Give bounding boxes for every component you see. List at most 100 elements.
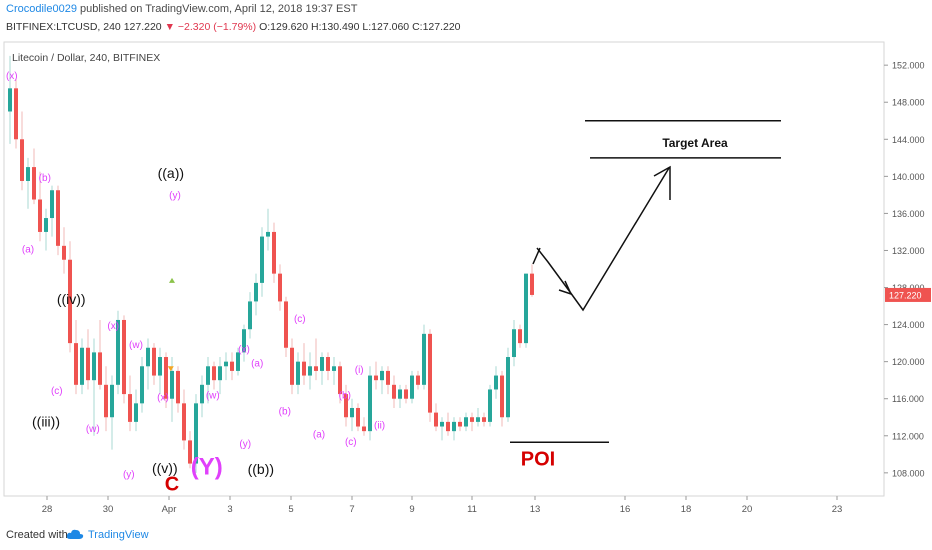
candle-body <box>8 88 12 112</box>
x-tick-label: 16 <box>620 504 631 515</box>
y-tick-label: 140.000 <box>892 172 925 182</box>
wave-label: (y) <box>239 439 251 450</box>
candle-body <box>206 366 210 385</box>
tradingview-brand-link[interactable]: TradingView <box>88 529 149 541</box>
candle-body <box>188 440 192 464</box>
candle-body <box>530 273 534 295</box>
candle-body <box>302 361 306 376</box>
candle-body <box>32 167 36 200</box>
candle-body <box>506 357 510 418</box>
candle-body <box>44 218 48 232</box>
candle-body <box>140 366 144 404</box>
candle-body <box>338 366 342 395</box>
x-tick-label: 20 <box>742 504 753 515</box>
candle-body <box>344 394 348 418</box>
candle-body <box>260 236 264 283</box>
candle-body <box>284 301 288 348</box>
wave-label: (c) <box>294 314 306 325</box>
chart-title: Litecoin / Dollar, 240, BITFINEX <box>12 52 160 64</box>
candle-body <box>296 361 300 385</box>
candle-body <box>482 417 486 422</box>
candle-body <box>494 375 498 390</box>
candle-body <box>308 366 312 376</box>
target-area-label: Target Area <box>662 136 728 150</box>
last-price-tag <box>885 287 931 302</box>
wave-label: (x) <box>157 393 169 404</box>
wave-label: (c) <box>51 386 63 397</box>
candle-body <box>476 417 480 422</box>
candle-body <box>68 259 72 344</box>
y-tick-label: 124.000 <box>892 320 925 330</box>
candle-body <box>98 352 102 385</box>
symbol-label: BITFINEX:LTCUSD, 240 <box>6 21 121 33</box>
candle-body <box>128 394 132 422</box>
y-tick-label: 108.000 <box>892 468 925 478</box>
author-link[interactable]: Crocodile0029 <box>6 3 77 15</box>
candle-body <box>38 199 42 232</box>
candle-body <box>440 421 444 427</box>
candle-body <box>464 417 468 427</box>
candle-body <box>62 245 66 260</box>
wave-label: (w) <box>206 391 220 402</box>
candle-body <box>332 366 336 371</box>
x-tick-label: 13 <box>530 504 541 515</box>
candle-body <box>488 389 492 422</box>
candle-body <box>110 384 114 418</box>
low-value: L:127.060 <box>362 21 410 33</box>
wave-label: (a) <box>251 358 263 369</box>
y-tick-label: 144.000 <box>892 135 925 145</box>
open-value: O:129.620 <box>259 21 309 33</box>
candle-body <box>518 329 522 344</box>
candle-body <box>236 352 240 371</box>
wave-label: (b) <box>279 406 291 417</box>
wave-label: (x) <box>107 321 119 332</box>
candle-body <box>368 375 372 432</box>
arrowhead-up-icon <box>653 165 671 200</box>
plot-area <box>3 41 885 497</box>
candle-body <box>152 347 156 376</box>
x-tick-label: 18 <box>681 504 692 515</box>
wave-label: (w) <box>129 340 143 351</box>
candle-body <box>434 412 438 427</box>
price-chart[interactable]: Litecoin / Dollar, 240, BITFINEX 108.000 1… <box>0 0 932 520</box>
candle-body <box>320 357 324 371</box>
candle-body <box>326 357 330 371</box>
candle-body <box>92 352 96 381</box>
change-down-icon: ▼ <box>164 21 175 33</box>
candle-body <box>164 357 168 399</box>
candle-body <box>248 301 252 330</box>
wave-label: (c) <box>345 437 357 448</box>
tradingview-cloud-icon <box>66 529 84 539</box>
symbol-ohlc-line: BITFINEX:LTCUSD, 240 127.220 ▼ −2.320 (−… <box>6 21 461 33</box>
candle-body <box>422 333 426 385</box>
y-tick-label: 136.000 <box>892 209 925 219</box>
candle-body <box>254 282 258 302</box>
candle-body <box>80 347 84 385</box>
candle-body <box>350 407 354 418</box>
candle-body <box>512 329 516 358</box>
candle-body <box>524 273 528 344</box>
candle-body <box>392 384 396 399</box>
poi-label: POI <box>521 448 555 470</box>
wave-label: (i) <box>355 365 364 376</box>
candle-body <box>122 319 126 395</box>
candle-body <box>404 389 408 399</box>
candle-body <box>56 190 60 246</box>
candle-body <box>224 361 228 367</box>
candle-body <box>500 375 504 418</box>
wave-label: ((v)) <box>152 460 178 476</box>
candle-body <box>398 389 402 399</box>
x-tick-label: 11 <box>467 504 477 515</box>
down-marker-icon <box>167 366 174 372</box>
candle-body <box>428 333 432 413</box>
candle-body <box>452 421 456 432</box>
x-tick-label: 7 <box>349 504 354 515</box>
wave-label: ((b)) <box>248 461 274 477</box>
candle-body <box>194 403 198 464</box>
wave-label: (y) <box>169 191 181 202</box>
candle-body <box>266 231 270 237</box>
wave-label: (y) <box>123 469 135 480</box>
x-tick-label: 9 <box>409 504 414 515</box>
candle-body <box>278 273 282 302</box>
